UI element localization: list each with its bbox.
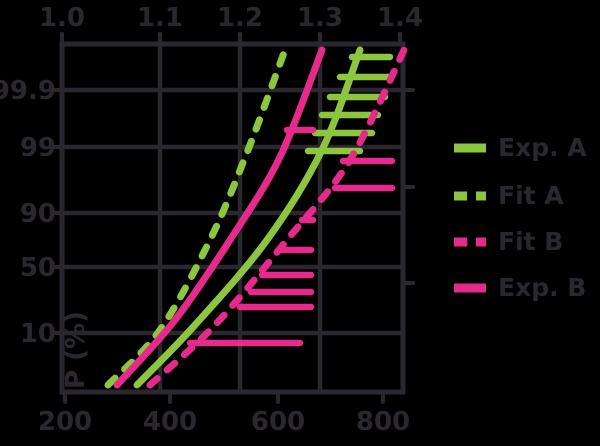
bottom-axis-tick-label: 200 — [38, 407, 92, 437]
top-axis-tick-label: 1.3 — [297, 3, 343, 33]
bottom-axis-tick-label: 600 — [251, 407, 305, 437]
top-axis-tick-label: 1.2 — [217, 3, 263, 33]
curve-fit-b — [146, 44, 409, 389]
curve-exp-b — [113, 46, 326, 389]
left-axis-tick-label: 99 — [20, 133, 56, 163]
plot-frame — [59, 41, 406, 395]
bottom-axis-tick-label: 800 — [356, 407, 410, 437]
left-axis-tick-label: 10 — [20, 319, 56, 349]
left-axis-tick-label: 99.9 — [0, 76, 56, 106]
top-axis-tick-label: 1.4 — [377, 3, 423, 33]
y-axis-title: P (%) — [61, 311, 91, 389]
top-axis-tick-label: 1.1 — [137, 3, 183, 33]
curve-fit-a — [104, 46, 289, 389]
curve-exp-a — [133, 46, 364, 389]
bottom-axis-tick-label: 400 — [143, 407, 197, 437]
left-axis-tick-label: 50 — [20, 253, 56, 283]
left-axis-tick-label: 90 — [20, 199, 56, 229]
top-axis-tick-label: 1.0 — [39, 3, 85, 33]
